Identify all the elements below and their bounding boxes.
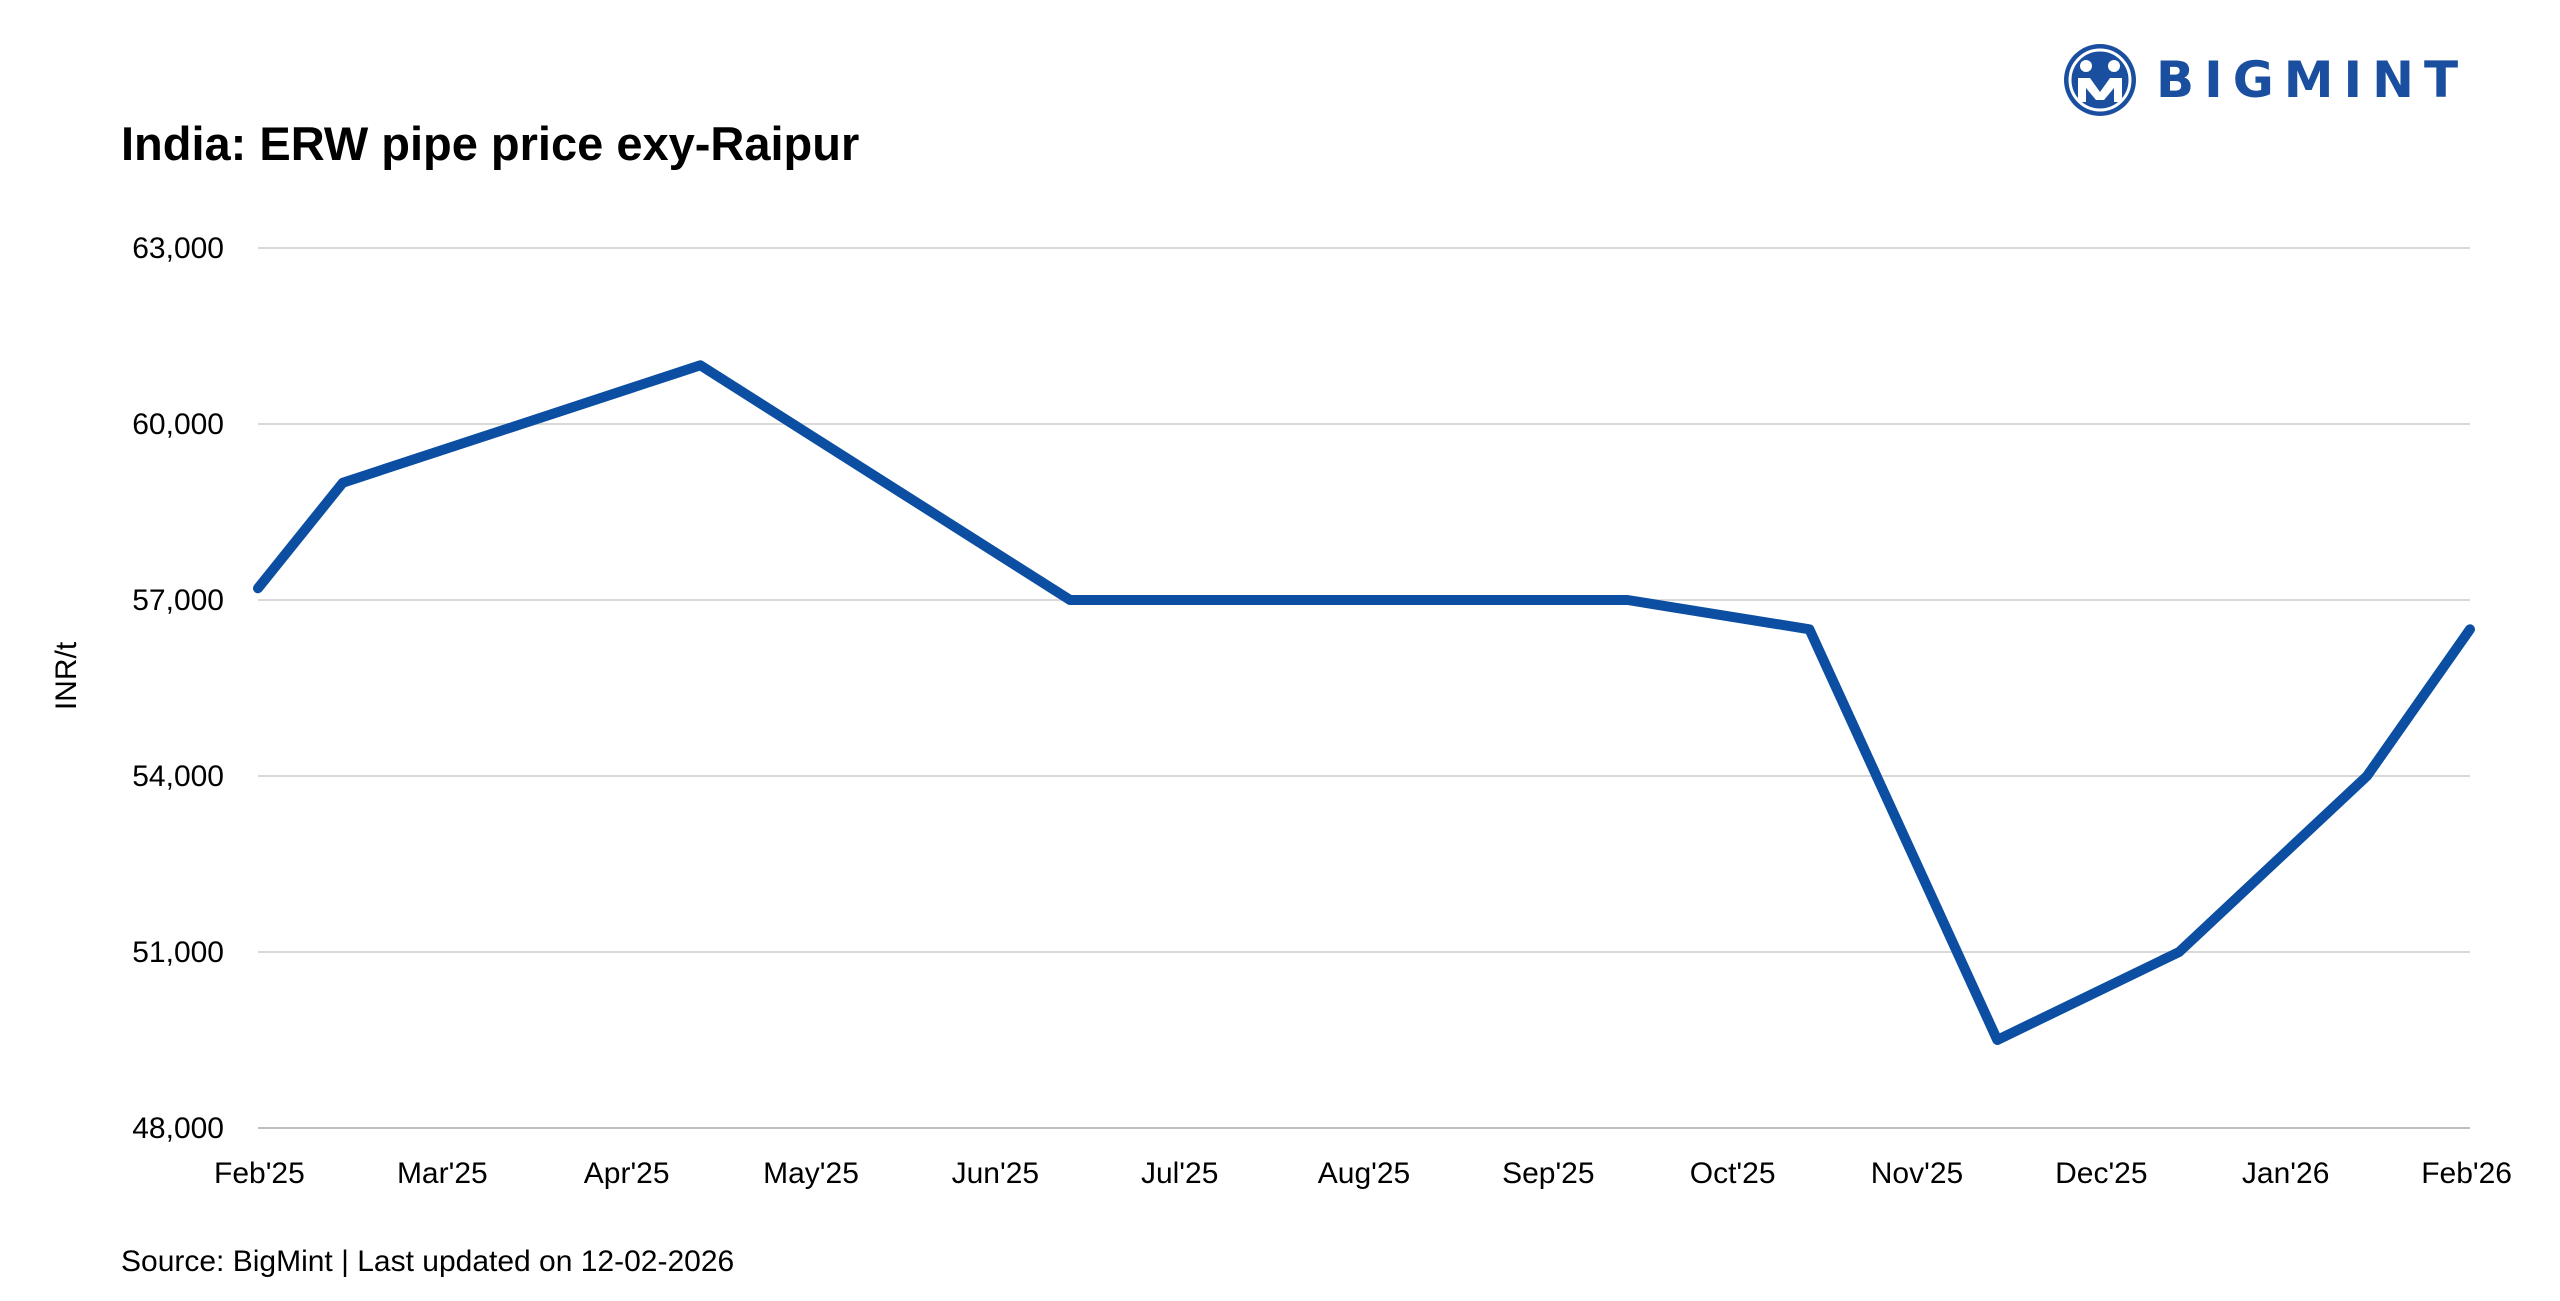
series-line <box>253 360 2475 1045</box>
x-tick-label: Jan'26 <box>2242 1157 2329 1190</box>
bigmint-logo-icon <box>2064 44 2136 116</box>
x-tick-label: May'25 <box>763 1157 859 1190</box>
x-tick-label: Jun'25 <box>952 1157 1039 1190</box>
y-axis: 48,000 51,000 54,000 57,000 60,000 63,000 <box>132 232 224 1145</box>
x-tick-label: Jul'25 <box>1141 1157 1218 1190</box>
x-tick-label: Nov'25 <box>1871 1157 1963 1190</box>
series-points <box>257 365 2471 1041</box>
y-tick-label: 60,000 <box>132 408 224 441</box>
brand-name: BIGMINT <box>2156 51 2469 109</box>
x-tick-label: Feb'25 <box>214 1157 305 1190</box>
x-tick-label: Dec'25 <box>2055 1157 2147 1190</box>
source-note: Source: BigMint | Last updated on 12-02-… <box>121 1245 735 1278</box>
x-tick-label: Apr'25 <box>584 1157 670 1190</box>
gridlines <box>258 247 2470 1129</box>
brand-logo: BIGMINT <box>2060 40 2468 120</box>
y-tick-label: 57,000 <box>132 584 224 617</box>
x-tick-label: Feb'26 <box>2421 1157 2512 1190</box>
y-tick-label: 63,000 <box>132 232 224 265</box>
x-axis: Feb'25 Mar'25 Apr'25 May'25 Jun'25 Jul'25 Aug'… <box>214 1157 2512 1190</box>
y-tick-label: 51,000 <box>132 936 224 969</box>
y-tick-label: 54,000 <box>132 760 224 793</box>
x-tick-label: Oct'25 <box>1690 1157 1776 1190</box>
x-tick-label: Sep'25 <box>1502 1157 1594 1190</box>
y-axis-title: INR/t <box>50 641 83 710</box>
y-tick-label: 48,000 <box>132 1112 224 1145</box>
chart-title: India: ERW pipe price exy-Raipur <box>121 117 860 170</box>
x-tick-label: Aug'25 <box>1318 1157 1410 1190</box>
x-tick-label: Mar'25 <box>397 1157 488 1190</box>
